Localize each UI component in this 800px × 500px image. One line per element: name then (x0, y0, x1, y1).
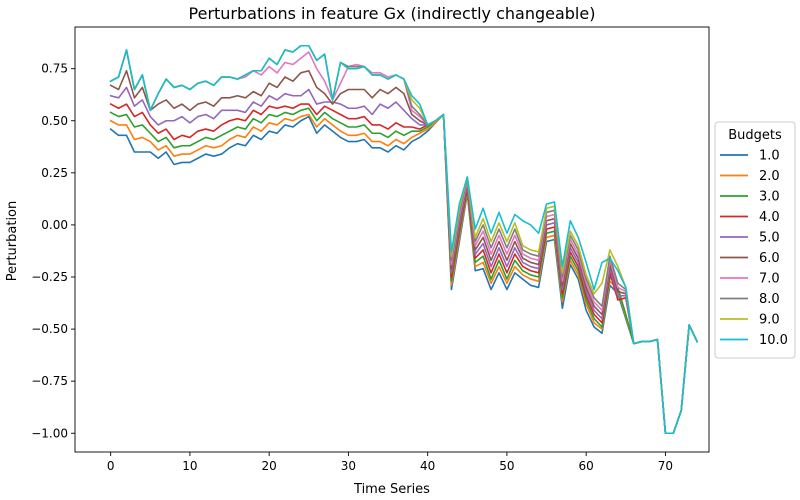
legend-entry-1: 2.0 (759, 169, 780, 184)
legend-title: Budgets (728, 128, 782, 143)
x-tick-label-2: 20 (262, 459, 277, 473)
chart-title: Perturbations in feature Gx (indirectly … (189, 4, 596, 23)
y-tick-label-7: 0.75 (41, 62, 68, 76)
x-tick-label-4: 40 (420, 459, 435, 473)
legend-entry-5: 6.0 (759, 251, 780, 266)
legend-entry-0: 1.0 (759, 149, 780, 164)
x-tick-label-1: 10 (182, 459, 197, 473)
legend-entry-3: 4.0 (759, 210, 780, 225)
series-line-5 (109, 69, 699, 435)
y-tick-label-1: −0.75 (31, 374, 68, 388)
axes-layer: 0 10 20 30 40 50 60 70 −1.00 −0.75 −0.50 −0.25 0.00 0… (31, 26, 710, 473)
legend: Budgets 1.0 2.0 3.0 4.0 5.0 6.0 7.0 8.0 9.0 10.0 (714, 121, 796, 359)
y-tick-label-4: 0.00 (41, 218, 68, 232)
plot-frame (74, 26, 710, 453)
series-line-3 (109, 102, 699, 435)
series-layer (109, 44, 699, 435)
x-tick-label-0: 0 (107, 459, 115, 473)
y-tick-label-3: −0.25 (31, 270, 68, 284)
legend-entry-2: 3.0 (759, 190, 780, 205)
series-line-4 (109, 86, 699, 435)
y-tick-label-5: 0.25 (41, 166, 68, 180)
series-line-2 (109, 107, 699, 435)
legend-entry-7: 8.0 (759, 292, 780, 307)
series-line-0 (109, 113, 699, 435)
series-line-1 (109, 113, 699, 435)
series-line-9 (109, 44, 699, 435)
x-axis-label: Time Series (353, 482, 430, 497)
x-tick-label-5: 50 (499, 459, 514, 473)
x-tick-label-6: 60 (579, 459, 594, 473)
legend-box (714, 121, 796, 359)
y-tick-label-6: 0.50 (41, 114, 68, 128)
legend-entry-8: 9.0 (759, 313, 780, 328)
x-tick-label-7: 70 (658, 459, 673, 473)
y-tick-label-0: −1.00 (31, 426, 68, 440)
x-tick-label-3: 30 (341, 459, 356, 473)
legend-entry-6: 7.0 (759, 272, 780, 287)
y-axis-label: Perturbation (5, 201, 20, 282)
y-tick-label-2: −0.50 (31, 322, 68, 336)
legend-entry-9: 10.0 (759, 333, 788, 348)
legend-entry-4: 5.0 (759, 231, 780, 246)
